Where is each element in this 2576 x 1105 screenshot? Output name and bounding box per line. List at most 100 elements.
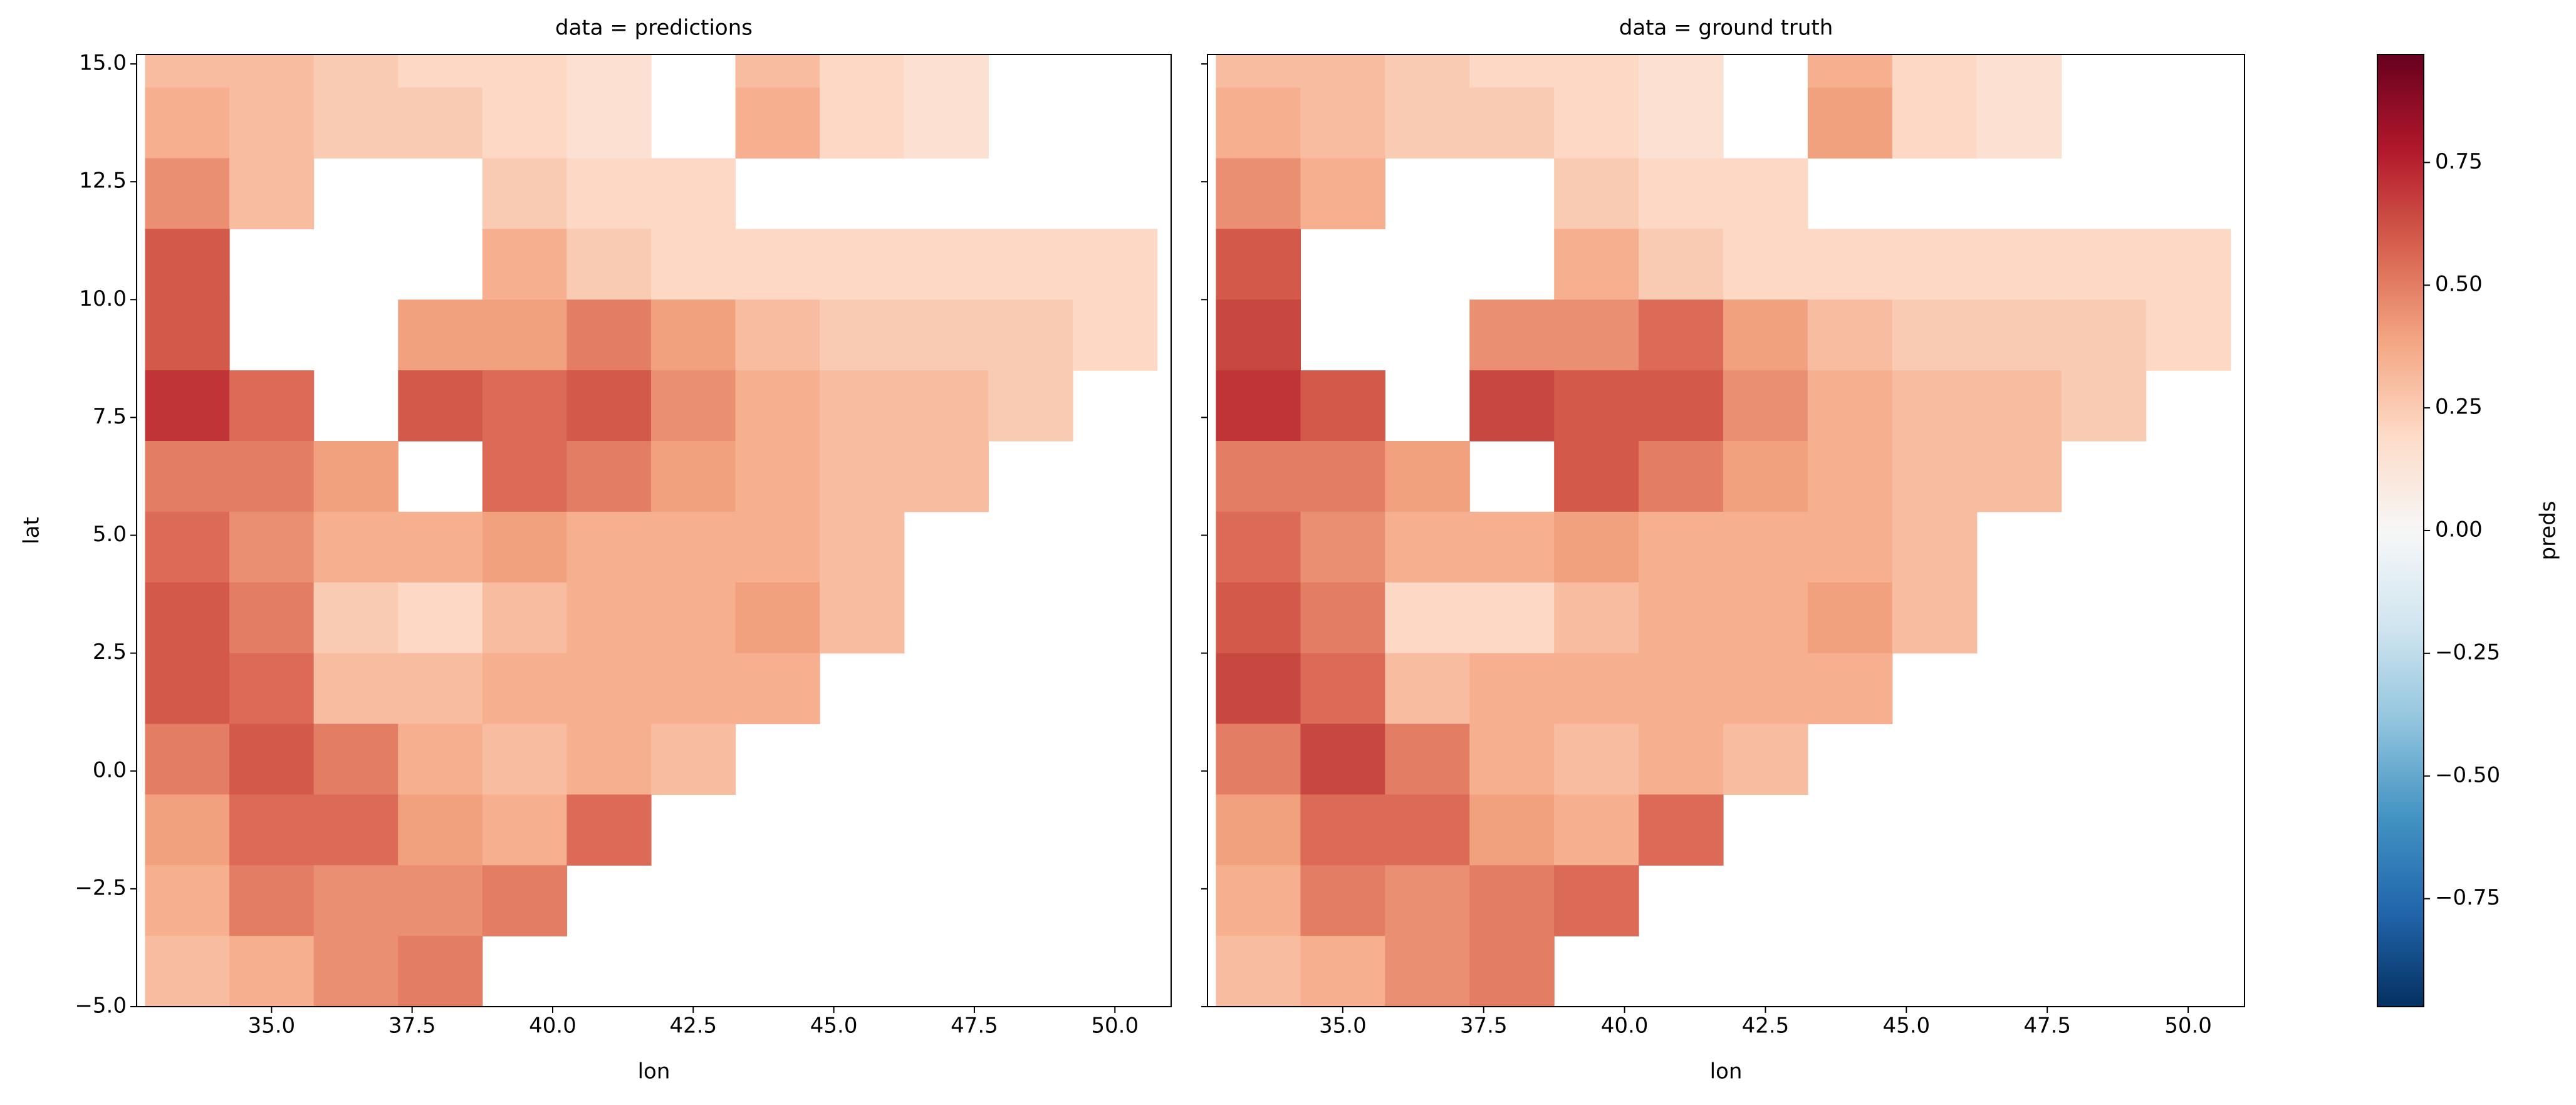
x-tick-label: 40.0 (1601, 1014, 1649, 1039)
cell (1072, 299, 1158, 371)
cell (1892, 582, 1978, 654)
plot-frame (136, 54, 1172, 1007)
cell (1216, 299, 1301, 371)
y-tick-label: 15.0 (79, 51, 127, 76)
cell (1300, 794, 1385, 866)
cell (398, 54, 483, 88)
cell (820, 582, 905, 654)
cell (820, 511, 905, 583)
cell (1216, 724, 1301, 795)
x-tick-label: 37.5 (1460, 1014, 1508, 1039)
cell (1300, 936, 1385, 1007)
x-tick-label: 50.0 (1091, 1014, 1139, 1039)
cell (2061, 370, 2147, 442)
cell (1300, 54, 1385, 88)
x-tick-label: 35.0 (1319, 1014, 1367, 1039)
cell (651, 229, 736, 300)
cell (1723, 370, 1808, 442)
cell (398, 299, 483, 371)
cell (1469, 54, 1555, 88)
cell (1469, 582, 1555, 654)
y-tick-label: 0.0 (93, 757, 127, 782)
cell (735, 653, 820, 725)
cell (482, 794, 568, 866)
cell (229, 441, 315, 512)
cell (735, 229, 820, 300)
cell (1216, 370, 1301, 442)
cell (1976, 87, 2062, 159)
cell (1216, 653, 1301, 725)
cell (1385, 936, 1470, 1007)
cell (1723, 582, 1808, 654)
cell (651, 158, 736, 230)
cell (145, 936, 230, 1007)
cell (1554, 441, 1639, 512)
cell (1892, 87, 1978, 159)
cell (1807, 299, 1893, 371)
cell (398, 370, 483, 442)
cell (1807, 370, 1893, 442)
y-tick-label: 7.5 (93, 404, 127, 429)
cell (1554, 511, 1639, 583)
cell (1976, 441, 2062, 512)
cell (145, 511, 230, 583)
cell (1469, 865, 1555, 936)
cell (1723, 229, 1808, 300)
cell (482, 158, 568, 230)
cell (904, 54, 989, 88)
cell (1385, 724, 1470, 795)
cell (482, 724, 568, 795)
cell (1300, 158, 1385, 230)
cell (145, 724, 230, 795)
cell (229, 370, 315, 442)
cell (1385, 441, 1470, 512)
cell (904, 87, 989, 159)
cell (1807, 653, 1893, 725)
cell (735, 54, 820, 88)
cell (229, 865, 315, 936)
cell (1216, 158, 1301, 230)
cell (1469, 653, 1555, 725)
y-tick-label: −2.5 (75, 875, 127, 900)
panel-title: data = ground truth (1619, 16, 1833, 41)
cell (566, 441, 652, 512)
x-tick-label: 42.5 (669, 1014, 717, 1039)
cell (1300, 87, 1385, 159)
cell (735, 441, 820, 512)
cell (988, 299, 1073, 371)
cell (651, 724, 736, 795)
cell (1976, 54, 2062, 88)
cell (313, 794, 399, 866)
cell (482, 511, 568, 583)
cell (2146, 229, 2231, 300)
cell (1300, 724, 1385, 795)
cell (145, 87, 230, 159)
x-tick-label: 50.0 (2164, 1014, 2212, 1039)
cell (1976, 229, 2062, 300)
cell (566, 229, 652, 300)
cell (1639, 441, 1724, 512)
cell (229, 87, 315, 159)
cell (651, 582, 736, 654)
cell (1892, 299, 1978, 371)
cell (145, 370, 230, 442)
cell (1554, 158, 1639, 230)
cell (1723, 441, 1808, 512)
cell (1807, 54, 1893, 88)
cell (313, 865, 399, 936)
cell (145, 653, 230, 725)
cell (1723, 158, 1808, 230)
cell (1469, 370, 1555, 442)
cell (313, 511, 399, 583)
cell (482, 582, 568, 654)
cell (820, 87, 905, 159)
cell (820, 299, 905, 371)
cell (1385, 865, 1470, 936)
y-tick-label: −5.0 (75, 993, 127, 1019)
cell (1385, 582, 1470, 654)
cell (2061, 229, 2147, 300)
cell (904, 370, 989, 442)
cell (820, 441, 905, 512)
cell (1216, 229, 1301, 300)
cell (1639, 229, 1724, 300)
